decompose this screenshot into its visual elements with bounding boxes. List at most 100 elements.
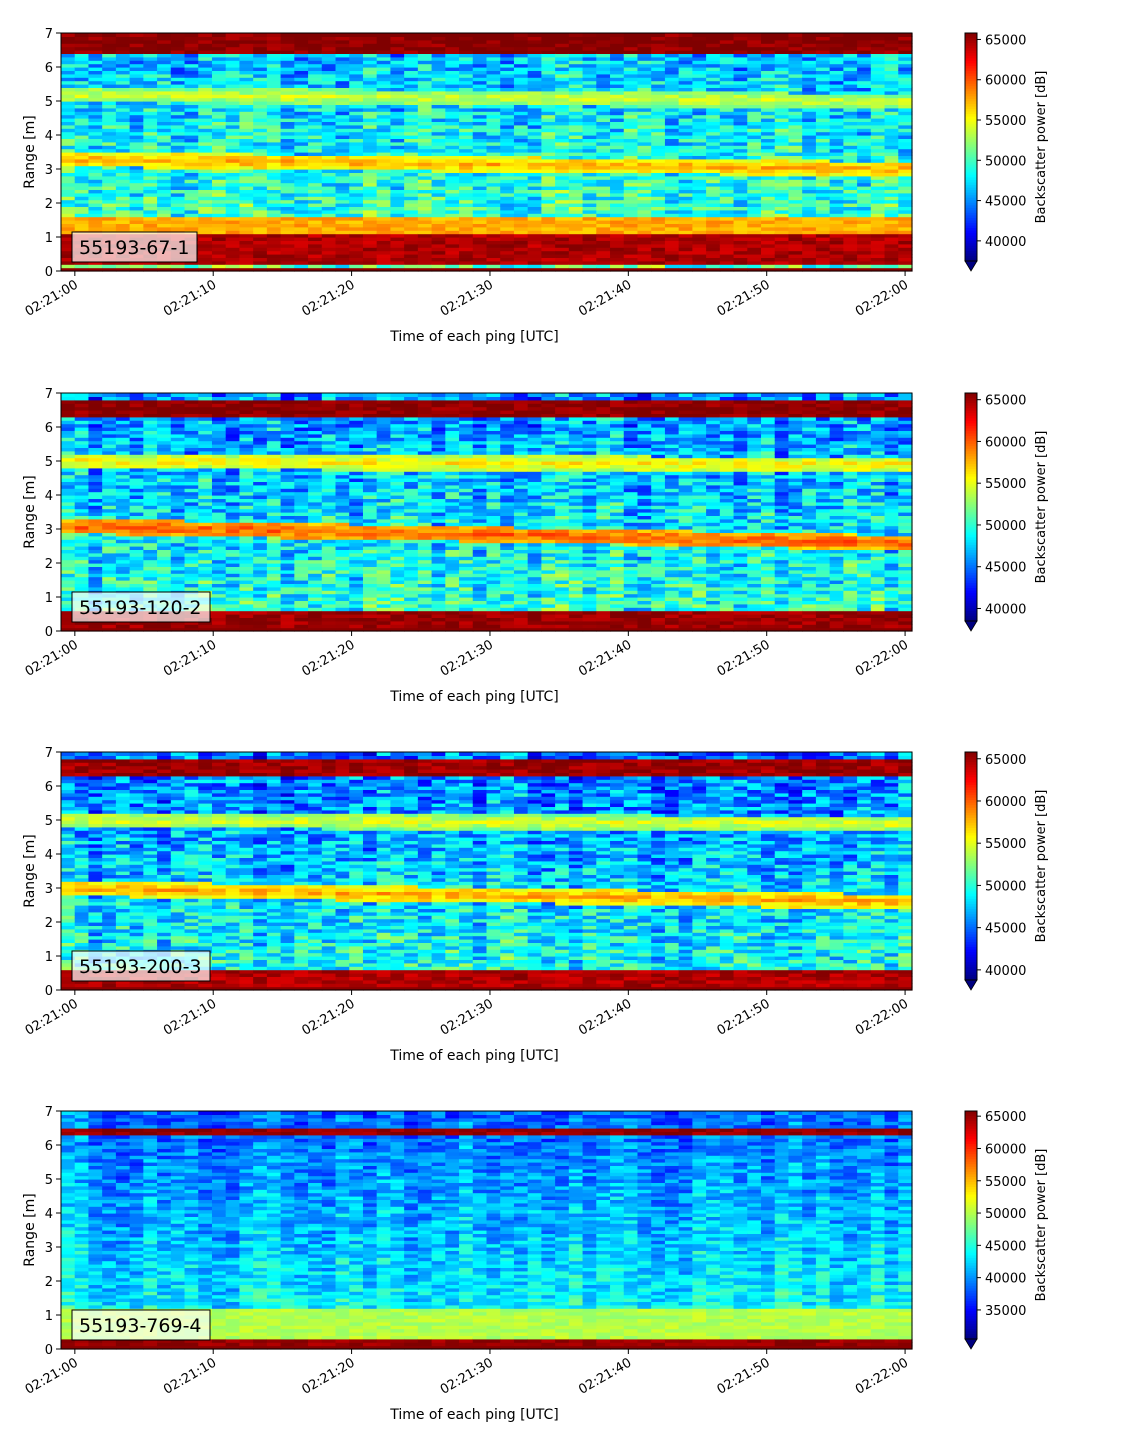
heatmap-cell: [637, 217, 651, 221]
x-tick-label: 02:21:00: [23, 277, 81, 319]
heatmap-cell: [143, 166, 157, 170]
heatmap-cell: [528, 251, 542, 255]
heatmap-cell: [500, 210, 514, 214]
heatmap-cell: [363, 234, 377, 238]
heatmap-cell: [487, 234, 501, 238]
heatmap-cell: [679, 217, 693, 221]
heatmap-cell: [102, 210, 116, 214]
heatmap-cell: [898, 166, 912, 170]
heatmap-cell: [871, 33, 885, 37]
heatmap-cell: [61, 403, 75, 407]
heatmap-cell: [788, 183, 802, 187]
heatmap-cell: [555, 234, 569, 238]
heatmap-cell: [514, 159, 528, 163]
heatmap-cell: [816, 217, 830, 221]
heatmap-cell: [610, 159, 624, 163]
heatmap-cell: [418, 166, 432, 170]
heatmap-cell: [253, 176, 267, 180]
heatmap-cell: [775, 183, 789, 187]
heatmap-cell: [75, 471, 89, 475]
heatmap-cell: [637, 227, 651, 231]
heatmap-cell: [116, 183, 130, 187]
heatmap-cell: [555, 142, 569, 146]
heatmap-cell: [143, 264, 157, 268]
heatmap-cell: [226, 193, 240, 197]
heatmap-cell: [871, 217, 885, 221]
heatmap-cell: [596, 33, 610, 37]
heatmap-cell: [857, 183, 871, 187]
heatmap-cell: [747, 193, 761, 197]
heatmap-cell: [857, 234, 871, 238]
heatmap-cell: [308, 33, 322, 37]
heatmap-cell: [363, 251, 377, 255]
heatmap-cell: [185, 227, 199, 231]
y-tick-label: 7: [45, 27, 53, 42]
heatmap-cell: [281, 193, 295, 197]
heatmap-cell: [404, 193, 418, 197]
heatmap-cell: [377, 210, 391, 214]
heatmap-cell: [610, 166, 624, 170]
heatmap-cell: [253, 217, 267, 221]
heatmap-cell: [541, 264, 555, 268]
heatmap-cell: [692, 234, 706, 238]
heatmap-cell: [253, 159, 267, 163]
heatmap-cell: [308, 251, 322, 255]
heatmap-cell: [871, 193, 885, 197]
heatmap-cell: [569, 234, 583, 238]
heatmap-cell: [226, 251, 240, 255]
heatmap-cell: [185, 200, 199, 204]
heatmap-cell: [692, 166, 706, 170]
heatmap-cell: [500, 264, 514, 268]
heatmap-cell: [720, 142, 734, 146]
heatmap-cell: [418, 33, 432, 37]
heatmap-cell: [528, 227, 542, 231]
heatmap-cell: [267, 217, 281, 221]
heatmap-cell: [528, 166, 542, 170]
heatmap-cell: [528, 159, 542, 163]
heatmap-cell: [445, 227, 459, 231]
heatmap-cell: [761, 33, 775, 37]
heatmap-cell: [336, 142, 350, 146]
heatmap-cell: [706, 166, 720, 170]
heatmap-cell: [651, 200, 665, 204]
heatmap-cell: [157, 217, 171, 221]
heatmap-cell: [871, 166, 885, 170]
heatmap-cell: [541, 210, 555, 214]
heatmap-cell: [377, 132, 391, 136]
heatmap-cell: [624, 244, 638, 248]
heatmap-cell: [61, 488, 75, 492]
heatmap-cell: [267, 264, 281, 268]
heatmap-cell: [857, 210, 871, 214]
heatmap-cell: [130, 488, 144, 492]
heatmap-cell: [459, 244, 473, 248]
heatmap-cell: [171, 149, 185, 153]
heatmap-cell: [336, 149, 350, 153]
heatmap-cell: [281, 176, 295, 180]
heatmap-cell: [720, 227, 734, 231]
heatmap-cell: [171, 159, 185, 163]
heatmap-cell: [294, 166, 308, 170]
heatmap-cell: [898, 33, 912, 37]
heatmap-cell: [377, 217, 391, 221]
heatmap-cell: [432, 234, 446, 238]
heatmap-cell: [651, 183, 665, 187]
heatmap-cell: [651, 210, 665, 214]
heatmap-cell: [239, 166, 253, 170]
heatmap-cell: [583, 200, 597, 204]
heatmap-cell: [788, 149, 802, 153]
heatmap-cell: [322, 132, 336, 136]
heatmap-cell: [198, 166, 212, 170]
heatmap-cell: [61, 183, 75, 187]
heatmap-cell: [706, 193, 720, 197]
heatmap-cell: [610, 251, 624, 255]
heatmap-cell: [583, 132, 597, 136]
heatmap-cell: [61, 200, 75, 204]
heatmap-cell: [390, 200, 404, 204]
heatmap-cell: [637, 244, 651, 248]
heatmap-cell: [459, 159, 473, 163]
heatmap-cell: [514, 200, 528, 204]
heatmap-cell: [404, 166, 418, 170]
heatmap-cell: [212, 251, 226, 255]
heatmap-cell: [294, 227, 308, 231]
